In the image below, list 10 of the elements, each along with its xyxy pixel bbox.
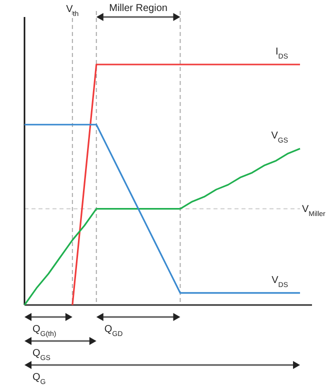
text: Q$_{G(th)}$ xyxy=(32,324,56,338)
series-label: V$_{DS}$ xyxy=(272,274,288,288)
text: Q$_{GD}$ xyxy=(104,324,123,338)
series-label: I$_{DS}$ xyxy=(276,46,288,60)
text: V$_{th}$ xyxy=(66,4,79,18)
series-label: V$_{GS}$ xyxy=(271,130,288,144)
text: Q$_{GS}$ xyxy=(32,348,51,362)
ref-line-label: V$_{Miller}$ xyxy=(302,204,326,218)
text: Miller Region xyxy=(109,3,168,14)
text: Q$_{G}$ xyxy=(32,372,46,386)
